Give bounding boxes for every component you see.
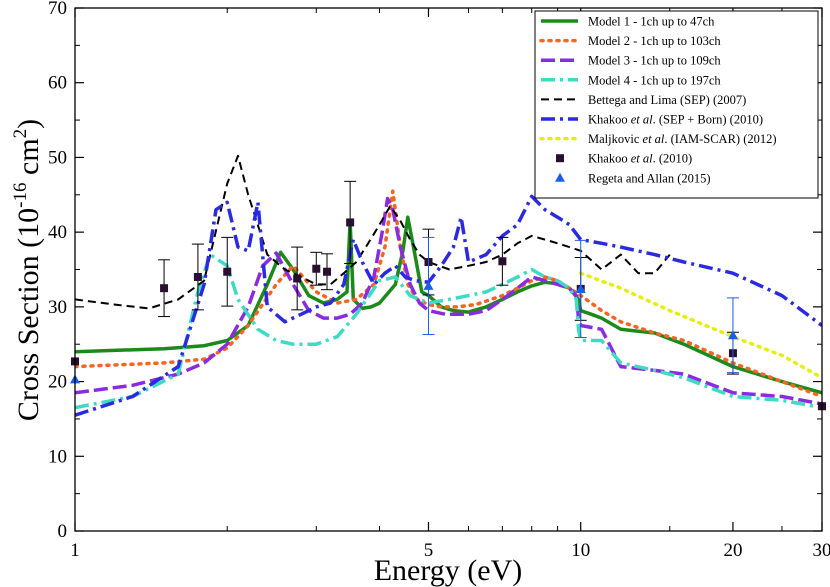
y-tick-label: 60 xyxy=(48,73,67,94)
legend: Model 1 - 1ch up to 47ch Model 2 - 1ch up… xyxy=(534,10,819,199)
data-points-layer xyxy=(70,180,826,411)
legend-swatch-square xyxy=(556,154,564,163)
legend-label: Regeta and Allan (2015) xyxy=(588,171,711,185)
legend-label: Model 2 - 1ch up to 103ch xyxy=(588,34,721,48)
x-tick-label: 30 xyxy=(813,540,830,561)
khakoo-2010-point xyxy=(193,272,202,281)
khakoo-2010-point xyxy=(160,284,169,293)
tick-labels: 0 10 20 30 40 50 60 70 1 5 10 20 30 xyxy=(48,0,830,561)
khakoo-2010-point xyxy=(498,257,507,266)
series-line-3 xyxy=(75,196,822,406)
x-tick-label: 10 xyxy=(571,540,590,561)
y-tick-label: 0 xyxy=(58,521,68,542)
khakoo-2010-point xyxy=(312,264,321,273)
x-tick-label: 1 xyxy=(70,540,80,561)
series-line-1 xyxy=(75,215,822,395)
y-axis-title-exp2: 2 xyxy=(10,129,31,139)
khakoo-2010-point xyxy=(346,218,355,227)
y-tick-label: 30 xyxy=(48,297,67,318)
khakoo-2010-point xyxy=(293,274,302,283)
x-axis-title: Energy (eV) xyxy=(374,554,523,587)
legend-label: Model 1 - 1ch up to 47ch xyxy=(588,15,715,29)
y-tick-label: 40 xyxy=(48,222,67,243)
y-tick-label: 20 xyxy=(48,372,67,393)
regeta-allan-2015-point xyxy=(575,283,586,293)
y-axis-title-unit: cm xyxy=(12,138,45,182)
y-tick-label: 10 xyxy=(48,446,67,467)
series-line-4 xyxy=(75,252,822,410)
y-axis-title-exp1: -16 xyxy=(10,183,31,208)
series-line-7 xyxy=(578,271,822,380)
legend-label: Maljkovic et al. (IAM-SCAR) (2012) xyxy=(588,132,777,146)
khakoo-2010-point xyxy=(323,267,332,276)
legend-label: Model 3 - 1ch up to 109ch xyxy=(588,54,721,68)
regeta-allan-2015-point xyxy=(727,330,738,340)
legend-label: Bettega and Lima (SEP) (2007) xyxy=(588,93,746,107)
y-tick-label: 50 xyxy=(48,147,67,168)
legend-label: Khakoo et al. (SEP + Born) (2010) xyxy=(588,113,763,127)
legend-label: Model 4 - 1ch up to 197ch xyxy=(588,73,721,87)
x-tick-label: 5 xyxy=(424,540,434,561)
x-tick-label: 20 xyxy=(723,540,742,561)
y-axis-title-close: ) xyxy=(12,119,45,129)
regeta-allan-2015-point xyxy=(423,280,434,290)
series-layer xyxy=(75,154,822,417)
series-line-5 xyxy=(75,154,671,310)
y-axis-title: Cross Section (10-16 cm2) xyxy=(10,119,45,421)
legend-swatch-triangle xyxy=(555,172,565,182)
y-tick-label: 70 xyxy=(48,0,67,19)
legend-label: Khakoo et al. (2010) xyxy=(588,152,692,166)
plot-frame xyxy=(74,7,823,532)
y-axis-title-main: Cross Section (10 xyxy=(12,208,45,421)
series-line-2 xyxy=(75,189,822,399)
series-line-6 xyxy=(75,194,822,417)
legend-box xyxy=(534,10,819,199)
khakoo-2010-point xyxy=(223,267,232,276)
